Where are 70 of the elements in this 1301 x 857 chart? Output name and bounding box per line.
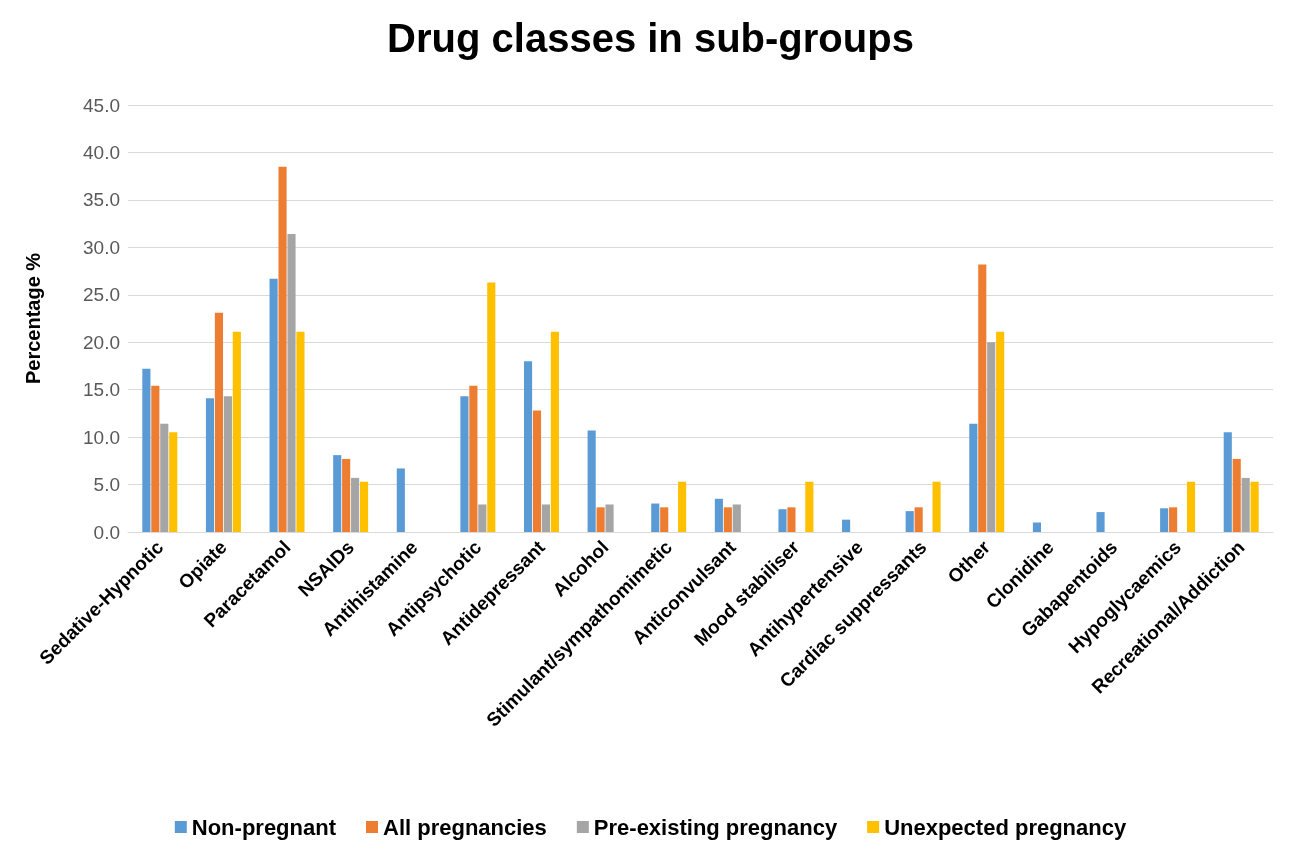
bar <box>651 503 660 532</box>
bar <box>996 331 1005 532</box>
legend-label: All pregnancies <box>383 814 547 840</box>
y-tick-label: 10.0 <box>83 426 120 448</box>
bar <box>905 511 914 532</box>
bar <box>1169 507 1178 532</box>
bar <box>596 507 605 532</box>
y-tick-label: 20.0 <box>83 331 120 353</box>
legend-label: Unexpected pregnancy <box>884 814 1127 840</box>
y-tick-label: 45.0 <box>83 94 120 116</box>
bar <box>678 481 687 532</box>
bar <box>478 504 487 532</box>
bar <box>1250 481 1259 532</box>
y-tick-label: 0.0 <box>93 521 120 543</box>
bar <box>223 396 232 532</box>
bar <box>778 509 787 532</box>
bar <box>278 166 287 532</box>
legend-label: Pre-existing pregnancy <box>593 814 838 840</box>
bar <box>978 264 987 532</box>
y-tick-label: 40.0 <box>83 141 120 163</box>
bar <box>342 458 351 532</box>
bar <box>232 331 241 532</box>
bar <box>360 481 369 532</box>
bar <box>532 410 542 532</box>
bar <box>1096 512 1105 532</box>
bar <box>660 507 669 532</box>
bar <box>932 481 941 532</box>
bar <box>142 368 151 532</box>
bar <box>714 498 723 532</box>
chart-title: Drug classes in sub-groups <box>387 16 914 60</box>
y-axis-title: Percentage % <box>22 252 44 385</box>
bar <box>1160 508 1169 532</box>
bar <box>1032 522 1041 532</box>
bar <box>269 278 278 532</box>
bar <box>469 385 478 532</box>
y-tick-label: 30.0 <box>83 236 120 258</box>
bar <box>460 396 469 532</box>
bar <box>1223 432 1232 532</box>
bar <box>205 398 215 532</box>
bar <box>523 361 533 532</box>
bar <box>550 331 559 532</box>
y-tick-label: 25.0 <box>83 284 120 306</box>
y-tick-label: 15.0 <box>83 379 120 401</box>
bar <box>287 234 296 532</box>
bar <box>587 430 596 532</box>
bar <box>1186 481 1196 532</box>
bar <box>541 504 551 532</box>
bar <box>787 507 796 532</box>
bar <box>805 481 814 532</box>
bar <box>732 504 741 532</box>
y-tick-label: 35.0 <box>83 189 120 211</box>
bar <box>605 504 614 532</box>
bar <box>296 331 305 532</box>
bar <box>487 282 496 532</box>
bar <box>969 423 978 532</box>
bar <box>987 342 996 532</box>
bar <box>842 519 851 532</box>
bar <box>723 507 732 532</box>
bar <box>1241 477 1250 532</box>
bar <box>914 507 923 532</box>
bar <box>214 312 224 532</box>
y-tick-label: 5.0 <box>93 474 120 496</box>
bar <box>160 423 169 532</box>
bar <box>151 385 160 532</box>
legend-label: Non-pregnant <box>191 814 337 840</box>
bar <box>169 432 178 532</box>
bar <box>1232 458 1241 532</box>
bar <box>396 468 405 532</box>
bar <box>351 477 360 532</box>
bar <box>333 455 342 532</box>
